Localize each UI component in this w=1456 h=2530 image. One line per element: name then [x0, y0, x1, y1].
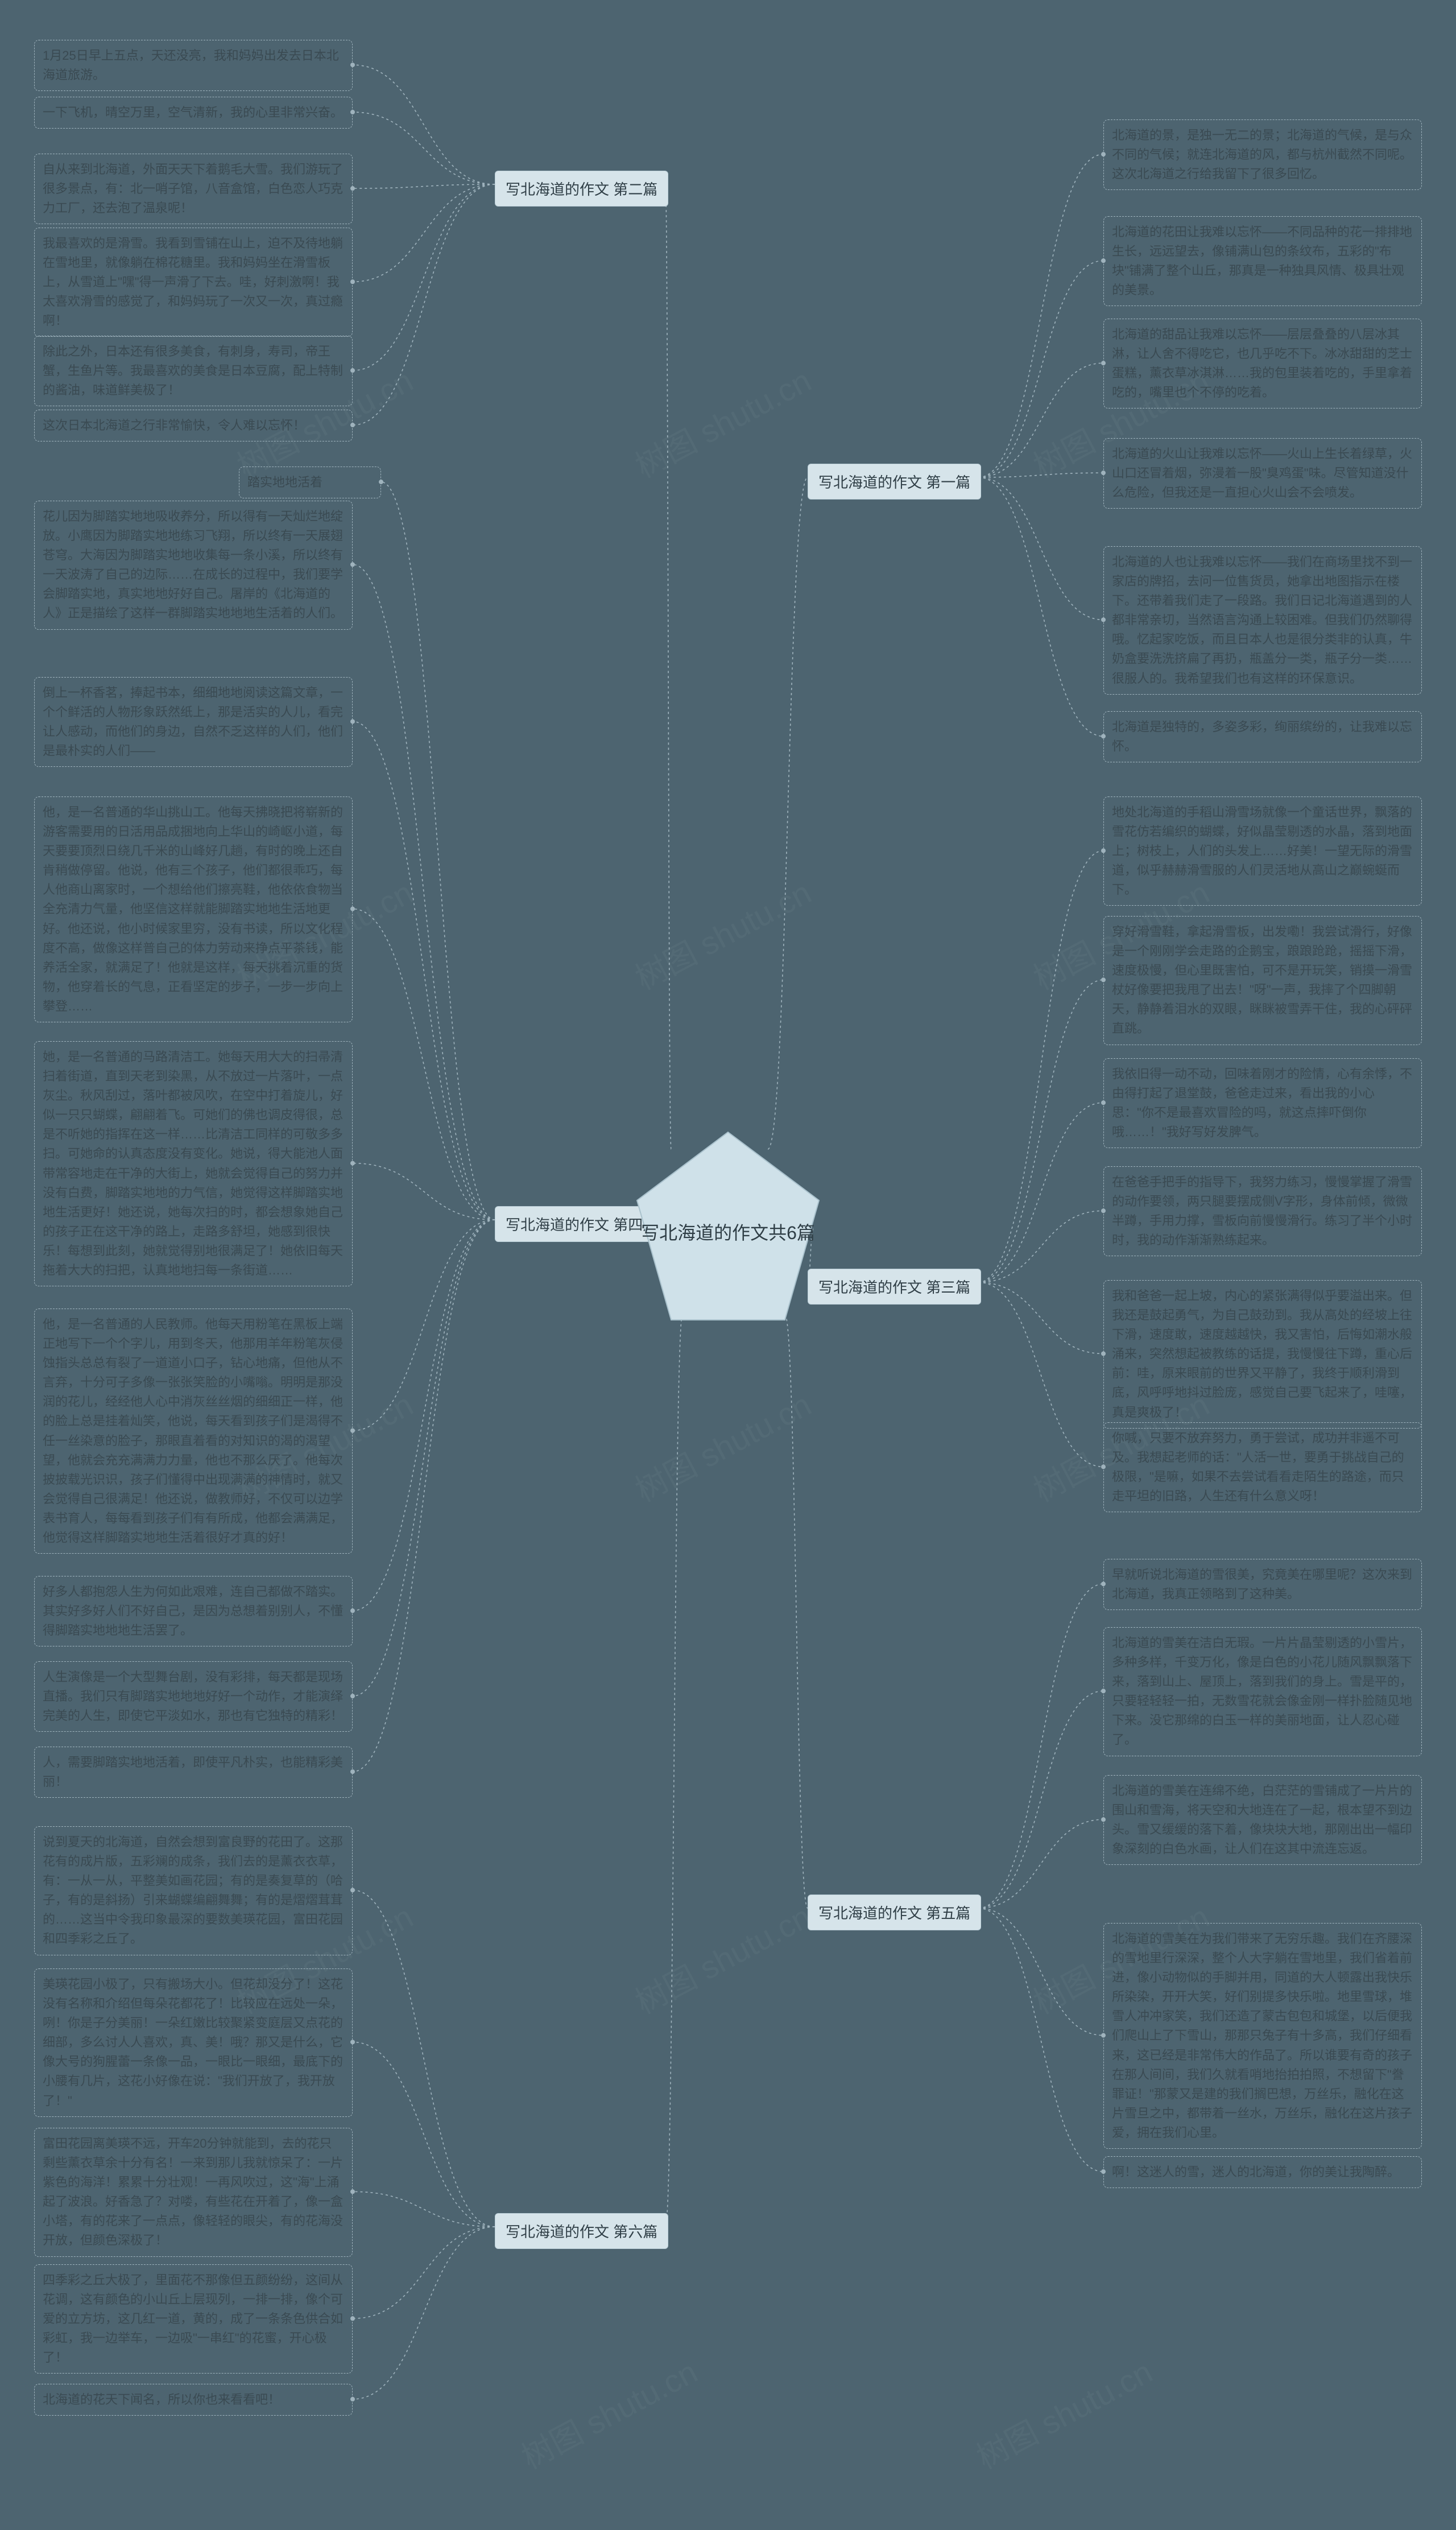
leaf-node: 倒上一杯香茗，捧起书本，细细地地阅读这篇文章，一个个鲜活的人物形象跃然纸上，那是… — [34, 677, 353, 767]
branch-b3[interactable]: 写北海道的作文 第三篇 — [808, 1269, 981, 1305]
leaf-node: 除此之外，日本还有很多美食，有刺身，寿司，帝王蟹，生鱼片等。我最喜欢的美食是日本… — [34, 336, 353, 406]
leaf-node: 北海道的景，是独一无二的景；北海道的气候，是与众不同的气候；就连北海道的风，都与… — [1103, 119, 1422, 190]
leaf-node: 穿好滑雪鞋，拿起滑雪板，出发嘞！我尝试滑行，好像是一个刚刚学会走路的企鹅宝，踉踉… — [1103, 916, 1422, 1045]
branch-b5[interactable]: 写北海道的作文 第五篇 — [808, 1895, 981, 1930]
leaf-node: 自从来到北海道，外面天天下着鹅毛大雪。我们游玩了很多景点，有：北一哨子馆，八音盒… — [34, 154, 353, 224]
leaf-node: 1月25日早上五点，天还没亮，我和妈妈出发去日本北海道旅游。 — [34, 40, 353, 91]
leaf-node: 北海道是独特的，多姿多彩，绚丽缤纷的，让我难以忘怀。 — [1103, 711, 1422, 762]
leaf-node: 啊！这迷人的雪，迷人的北海道，你的美让我陶醉。 — [1103, 2156, 1422, 2188]
branch-b6[interactable]: 写北海道的作文 第六篇 — [495, 2213, 668, 2249]
branch-b1[interactable]: 写北海道的作文 第一篇 — [808, 464, 981, 500]
leaf-node: 一下飞机，晴空万里，空气清新，我的心里非常兴奋。 — [34, 97, 353, 129]
leaf-node: 北海道的雪美在洁白无瑕。一片片晶莹剔透的小雪片，多种多样，千变万化，像是白色的小… — [1103, 1627, 1422, 1756]
leaf-node: 我和爸爸一起上坡，内心的紧张满得似乎要溢出来。但我还是鼓起勇气，为自己鼓劲到。我… — [1103, 1280, 1422, 1429]
leaf-node: 在爸爸手把手的指导下，我努力练习，慢慢掌握了滑雪的动作要领，两只腿要摆成侧V字形… — [1103, 1166, 1422, 1256]
leaf-node: 四季彩之丘大极了，里面花不那像但五颜纷纷，这间从花调，这有颜色的小山丘上层现列，… — [34, 2264, 353, 2374]
leaf-node: 早就听说北海道的雪很美，究竟美在哪里呢？这次来到北海道，我真正领略到了这种美。 — [1103, 1559, 1422, 1610]
leaf-node: 他，是一名普通的人民教师。他每天用粉笔在黑板上端正地写下一个个字儿，用到冬天，他… — [34, 1309, 353, 1554]
leaf-node: 北海道的火山让我难以忘怀——火山上生长着绿草，火山口还冒着烟，弥漫着一股"臭鸡蛋… — [1103, 438, 1422, 509]
leaf-node: 北海道的人也让我难以忘怀——我们在商场里找不到一家店的牌招，去问一位售货员，她拿… — [1103, 546, 1422, 695]
leaf-node: 好多人都抱怨人生为何如此艰难，连自己都做不踏实。其实好多好人们不好自己，是因为总… — [34, 1576, 353, 1646]
leaf-node: 这次日本北海道之行非常愉快，令人难以忘怀！ — [34, 410, 353, 441]
leaf-node: 北海道的花田让我难以忘怀——不同品种的花一排排地生长，远远望去，像铺满山包的条纹… — [1103, 216, 1422, 306]
leaf-node: 人，需要脚踏实地地活着，即使平凡朴实，也能精彩美丽！ — [34, 1747, 353, 1798]
leaf-node: 地处北海道的手稻山滑雪场就像一个童话世界，飘落的雪花仿若编织的蝴蝶，好似晶莹剔透… — [1103, 796, 1422, 906]
leaf-node: 北海道的甜品让我难以忘怀——层层叠叠的八层冰其淋，让人舍不得吃它，也几乎吃不下。… — [1103, 319, 1422, 408]
leaf-node: 北海道的雪美在为我们带来了无穷乐趣。我们在齐腰深的雪地里行深深，整个人大字躺在雪… — [1103, 1923, 1422, 2149]
leaf-node: 人生演像是一个大型舞台剧，没有彩排，每天都是现场直播。我们只有脚踏实地地地好好一… — [34, 1661, 353, 1732]
leaf-node: 她，是一名普通的马路清洁工。她每天用大大的扫帚清扫着街道，直到天老到染黑，从不放… — [34, 1041, 353, 1286]
leaf-node: 你喊，只要不放弃努力，勇于尝试，成功并非遥不可及。我想起老师的话："人活一世，要… — [1103, 1422, 1422, 1512]
leaf-node: 北海道的花天下闻名，所以你也来看看吧！ — [34, 2384, 353, 2416]
leaf-node: 我依旧得一动不动，回味着刚才的险情，心有余悸，不由得打起了退堂鼓，爸爸走过来，看… — [1103, 1058, 1422, 1148]
branch-b2[interactable]: 写北海道的作文 第二篇 — [495, 171, 668, 207]
leaf-node: 我最喜欢的是滑雪。我看到雪铺在山上，迫不及待地躺在雪地里，就像躺在棉花糖里。我和… — [34, 228, 353, 337]
center-title: 写北海道的作文共6篇 — [626, 1219, 830, 1245]
leaf-node: 富田花园离美瑛不远，开车20分钟就能到，去的花只剩些薰衣草余十分有名！一来到那儿… — [34, 2128, 353, 2257]
leaf-node: 踏实地地活着 — [239, 467, 381, 498]
leaf-node: 他，是一名普通的华山挑山工。他每天拂晓把将崭新的游客需要用的日活用品成捆地向上华… — [34, 796, 353, 1022]
leaf-node: 说到夏天的北海道，自然会想到富良野的花田了。这那花有的成片版，五彩斓的成条，我们… — [34, 1826, 353, 1955]
leaf-node: 花儿因为脚踏实地地吸收养分，所以得有一天灿烂地绽放。小鹰因为脚踏实地地练习飞翔，… — [34, 501, 353, 630]
leaf-node: 美瑛花园小极了，只有搬场大小。但花却没分了！这花没有名称和介绍但每朵花都花了！比… — [34, 1968, 353, 2117]
leaf-node: 北海道的雪美在连绵不绝，白茫茫的雪铺成了一片片的围山和雪海，将天空和大地连在了一… — [1103, 1775, 1422, 1865]
